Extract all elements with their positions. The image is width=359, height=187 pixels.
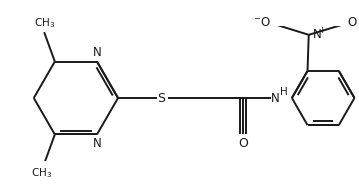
Text: N: N — [93, 137, 101, 150]
Text: CH$_3$: CH$_3$ — [33, 16, 55, 30]
Text: S: S — [157, 91, 165, 105]
Text: N: N — [93, 46, 101, 59]
Text: O: O — [238, 137, 248, 150]
Text: CH$_3$: CH$_3$ — [31, 166, 52, 180]
Text: H: H — [280, 87, 288, 97]
Text: $^{-}$O: $^{-}$O — [253, 16, 271, 29]
Text: N: N — [271, 91, 280, 105]
Text: N: N — [313, 28, 322, 41]
Text: +: + — [318, 25, 326, 35]
Text: O: O — [347, 16, 356, 29]
